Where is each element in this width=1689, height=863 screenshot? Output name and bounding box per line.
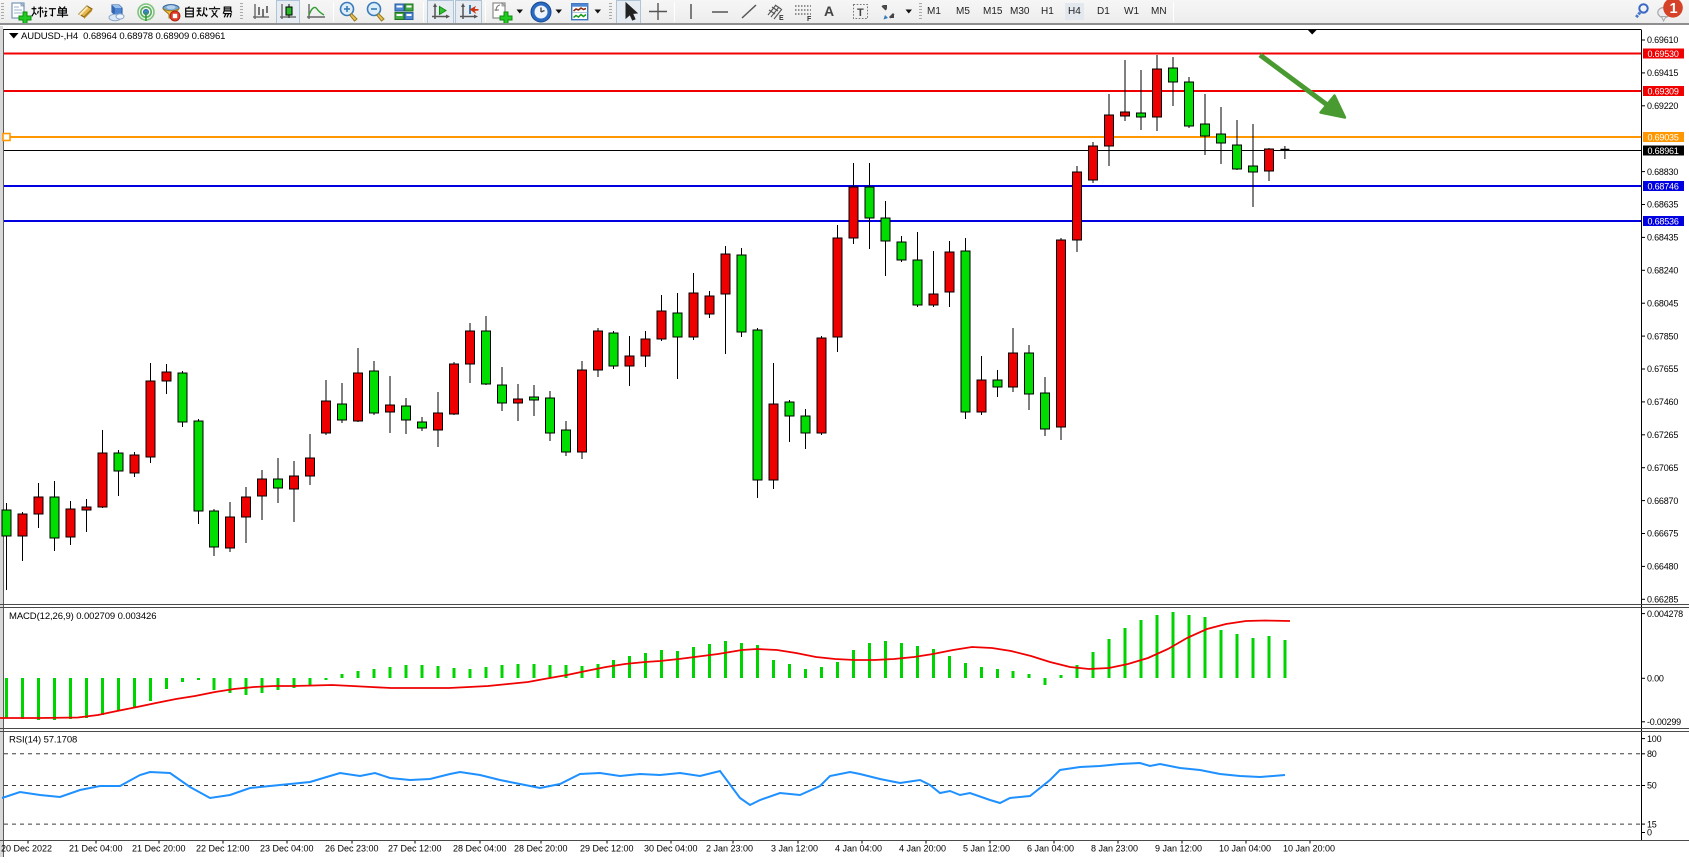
svg-text:0.68435: 0.68435 <box>1647 233 1678 243</box>
svg-text:0.66285: 0.66285 <box>1647 595 1678 605</box>
svg-text:0.68045: 0.68045 <box>1647 298 1678 308</box>
svg-text:0.68830: 0.68830 <box>1647 167 1678 177</box>
svg-text:F: F <box>807 16 812 22</box>
svg-text:0.67460: 0.67460 <box>1647 397 1678 407</box>
svg-text:8 Jan 23:00: 8 Jan 23:00 <box>1091 844 1138 854</box>
svg-text:RSI(14) 57.1708: RSI(14) 57.1708 <box>9 735 77 746</box>
svg-text:22 Dec 12:00: 22 Dec 12:00 <box>196 844 250 854</box>
svg-text:3 Jan 12:00: 3 Jan 12:00 <box>771 844 818 854</box>
svg-text:0.69530: 0.69530 <box>1648 49 1679 59</box>
svg-text:26 Dec 23:00: 26 Dec 23:00 <box>325 844 379 854</box>
svg-text:0.69309: 0.69309 <box>1648 87 1679 97</box>
svg-text:30 Dec 04:00: 30 Dec 04:00 <box>644 844 698 854</box>
svg-text:80: 80 <box>1647 749 1657 759</box>
svg-text:6 Jan 04:00: 6 Jan 04:00 <box>1027 844 1074 854</box>
svg-text:21 Dec 04:00: 21 Dec 04:00 <box>69 844 123 854</box>
svg-text:0.67265: 0.67265 <box>1647 430 1678 440</box>
svg-text:0.68746: 0.68746 <box>1648 182 1679 192</box>
svg-text:0.68635: 0.68635 <box>1647 200 1678 210</box>
svg-text:2 Jan 23:00: 2 Jan 23:00 <box>706 844 753 854</box>
svg-text:0.68536: 0.68536 <box>1648 217 1679 227</box>
svg-text:10 Jan 20:00: 10 Jan 20:00 <box>1283 844 1335 854</box>
svg-text:0.67065: 0.67065 <box>1647 463 1678 473</box>
svg-text:21 Dec 20:00: 21 Dec 20:00 <box>132 844 186 854</box>
svg-text:1: 1 <box>1670 1 1678 17</box>
svg-text:28 Dec 20:00: 28 Dec 20:00 <box>514 844 568 854</box>
svg-text:0.68240: 0.68240 <box>1647 266 1678 276</box>
svg-text:0.00: 0.00 <box>1647 674 1664 684</box>
svg-text:0.67850: 0.67850 <box>1647 331 1678 341</box>
svg-text:0.68961: 0.68961 <box>1648 146 1679 156</box>
svg-text:0.69415: 0.69415 <box>1647 68 1678 78</box>
svg-text:MACD(12,26,9) 0.002709 0.00342: MACD(12,26,9) 0.002709 0.003426 <box>9 611 156 622</box>
svg-text:0.66870: 0.66870 <box>1647 496 1678 506</box>
svg-text:20 Dec 2022: 20 Dec 2022 <box>1 844 52 854</box>
svg-text:5 Jan 12:00: 5 Jan 12:00 <box>963 844 1010 854</box>
svg-text:4 Jan 04:00: 4 Jan 04:00 <box>835 844 882 854</box>
svg-text:50: 50 <box>1647 781 1657 791</box>
svg-text:T: T <box>857 7 864 19</box>
svg-text:0.004278: 0.004278 <box>1647 609 1683 619</box>
svg-text:0.67655: 0.67655 <box>1647 364 1678 374</box>
svg-text:0: 0 <box>1647 828 1652 838</box>
svg-text:AUDUSD-,H4 0.68964 0.68978 0.: AUDUSD-,H4 0.68964 0.68978 0.68909 0.689… <box>21 31 225 42</box>
svg-text:0.69220: 0.69220 <box>1647 101 1678 111</box>
svg-text:0.66675: 0.66675 <box>1647 529 1678 539</box>
svg-text:100: 100 <box>1647 734 1662 744</box>
svg-text:-0.00299: -0.00299 <box>1647 717 1681 727</box>
svg-text:15: 15 <box>1647 819 1657 829</box>
svg-text:23 Dec 04:00: 23 Dec 04:00 <box>260 844 314 854</box>
svg-text:29 Dec 12:00: 29 Dec 12:00 <box>580 844 634 854</box>
svg-text:10 Jan 04:00: 10 Jan 04:00 <box>1219 844 1271 854</box>
svg-text:9 Jan 12:00: 9 Jan 12:00 <box>1155 844 1202 854</box>
svg-text:0.69035: 0.69035 <box>1648 133 1679 143</box>
svg-text:0.66480: 0.66480 <box>1647 562 1678 572</box>
svg-text:4 Jan 20:00: 4 Jan 20:00 <box>899 844 946 854</box>
svg-text:28 Dec 04:00: 28 Dec 04:00 <box>453 844 507 854</box>
svg-text:27 Dec 12:00: 27 Dec 12:00 <box>388 844 442 854</box>
svg-text:E: E <box>779 15 784 22</box>
svg-text:0.69610: 0.69610 <box>1647 35 1678 45</box>
